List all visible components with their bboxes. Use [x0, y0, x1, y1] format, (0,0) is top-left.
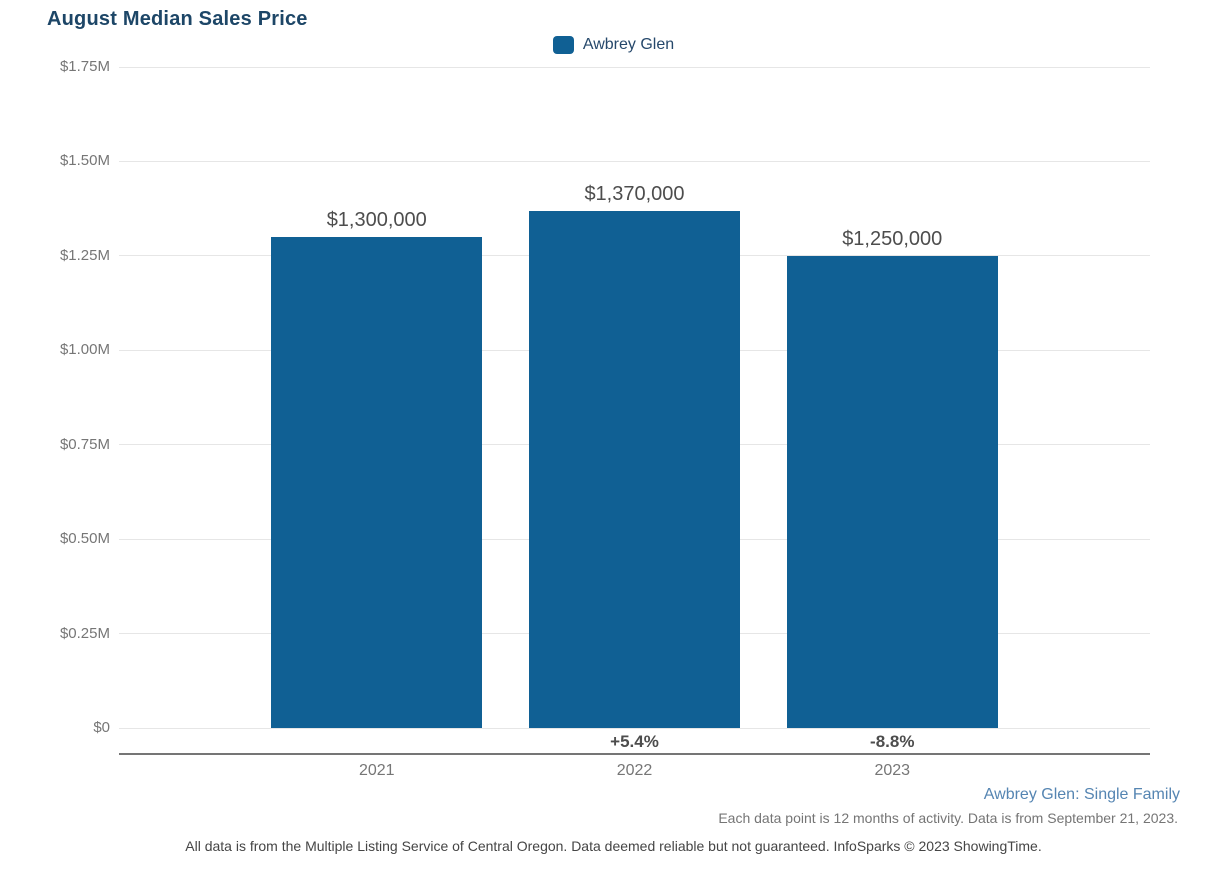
y-axis-tick-label: $1.75M — [59, 58, 110, 75]
x-axis-tick-label-2021: 2021 — [358, 762, 395, 779]
bar-value-label-2021: $1,300,000 — [326, 208, 427, 231]
legend-label: Awbrey Glen — [582, 36, 675, 53]
y-axis-tick-label: $1.25M — [59, 246, 110, 264]
legend-swatch-icon — [552, 36, 574, 54]
bar-value-label-2023: $1,250,000 — [842, 227, 943, 250]
gridline-$0 — [119, 727, 1150, 729]
bar-2022[interactable] — [529, 210, 740, 728]
y-axis-tick-label: $0.50M — [59, 530, 110, 548]
bar-value-label-2022: $1,370,000 — [584, 182, 685, 205]
legend-item-awbrey-glen[interactable]: Awbrey Glen — [0, 36, 1227, 54]
x-axis-tick-label-2023: 2023 — [874, 762, 911, 779]
gridline-$1.50M — [119, 160, 1150, 162]
series-footnote: Awbrey Glen: Single Family — [983, 786, 1180, 803]
disclaimer-footnote: All data is from the Multiple Listing Se… — [185, 838, 1042, 854]
y-axis-tick-label: $1.00M — [59, 341, 110, 359]
gridline-$1.75M — [119, 66, 1150, 68]
pct-change-label-2023: -8.8% — [870, 732, 915, 751]
y-axis-tick-label: $0.75M — [59, 435, 110, 453]
data-date-footnote: Each data point is 12 months of activity… — [718, 810, 1178, 826]
y-axis-tick-label: $0 — [93, 719, 110, 736]
pct-change-label-2022: +5.4% — [610, 732, 659, 751]
y-axis-tick-label: $0.25M — [59, 624, 110, 642]
x-axis-tick-label-2022: 2022 — [616, 762, 653, 779]
chart-title: August Median Sales Price — [47, 8, 308, 30]
bar-2021[interactable] — [271, 236, 483, 728]
y-axis-tick-label: $1.50M — [59, 152, 110, 170]
x-axis-line — [119, 753, 1150, 755]
bar-2023[interactable] — [786, 255, 998, 728]
